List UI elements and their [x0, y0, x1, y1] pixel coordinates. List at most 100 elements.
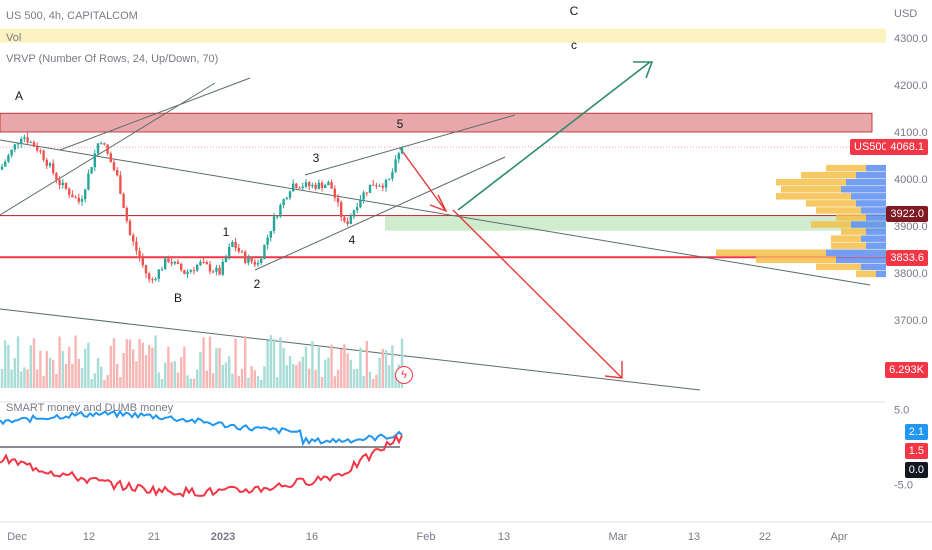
time-tick: 22 [759, 531, 771, 543]
candle-body [20, 138, 23, 144]
candle-body [292, 183, 295, 192]
lightning-icon[interactable]: ϟ [395, 366, 413, 384]
volume-bar [84, 348, 87, 388]
vrvp-down-row [866, 214, 886, 221]
wave-label: C [570, 4, 579, 18]
volume-bar [205, 370, 208, 388]
candle-body [23, 137, 26, 139]
volume-bar [260, 379, 263, 388]
candle-body [330, 181, 333, 189]
vrvp-down-row [856, 171, 886, 179]
volume-bar [10, 369, 13, 388]
candle-body [45, 159, 48, 166]
symbol-price-tag: US500 [850, 139, 892, 155]
vrvp-up-row [831, 242, 866, 249]
lower-down-channel [0, 308, 701, 391]
volume-bar [324, 359, 327, 388]
candle-body [394, 159, 397, 172]
candle-body [256, 262, 260, 265]
candle-body [100, 143, 103, 145]
volume-bar [109, 345, 112, 388]
volume-bar [90, 379, 93, 388]
volume-bar [106, 375, 109, 388]
candle-body [285, 197, 288, 200]
candle-body [192, 270, 196, 272]
candle-body [388, 178, 391, 180]
vrvp-up-row [776, 179, 846, 186]
vrvp-down-row [851, 221, 886, 228]
candle-body [87, 173, 90, 190]
volume-bar [45, 350, 48, 388]
candle-body [378, 185, 381, 187]
vrvp-up-row [806, 200, 856, 207]
wave-label: 2 [254, 277, 261, 291]
volume-bar [32, 338, 36, 388]
candle-body [301, 186, 304, 188]
volume-bar [256, 375, 260, 388]
vrvp-up-row [856, 270, 876, 278]
volume-bar [244, 336, 247, 388]
candle-body [391, 171, 394, 179]
volume-bar [16, 336, 20, 388]
candle-body [61, 182, 64, 185]
candle-body [228, 246, 231, 258]
vrvp-down-row [866, 164, 886, 172]
time-tick: 2023 [211, 531, 235, 543]
candle-body [90, 167, 93, 174]
indicator-tick: 5.0 [894, 405, 909, 417]
volume-bar [298, 361, 301, 388]
volume-bar [381, 348, 384, 388]
resistance-zone [0, 112, 873, 133]
candle-body [199, 261, 202, 266]
vrvp-legend[interactable]: VRVP (Number Of Rows, 24, Up/Down, 70) [6, 53, 219, 65]
volume-bar [64, 363, 68, 388]
volume-bar [0, 369, 4, 388]
volume-bar [295, 365, 298, 388]
volume-bar [192, 378, 196, 388]
volume-bar [135, 361, 138, 388]
candle-body [74, 197, 77, 199]
volume-bar [314, 369, 317, 388]
volume-bar [349, 359, 352, 388]
volume-bar [132, 349, 135, 388]
candle-body [135, 241, 138, 251]
candle-body [144, 265, 148, 274]
volume-bar [180, 357, 183, 388]
volume-bar [58, 336, 61, 388]
volume-bar [263, 366, 266, 388]
volume-bar [391, 345, 394, 388]
candle-body [288, 191, 292, 198]
candle-body [96, 143, 100, 154]
candle-body [317, 182, 320, 189]
wave-label: c [571, 38, 577, 52]
indicator-legend[interactable]: SMART money and DUMB money [6, 402, 174, 414]
volume-bar [375, 374, 378, 388]
volume-bar [48, 357, 52, 388]
candle-body [109, 153, 112, 163]
volume-bar [74, 335, 77, 388]
time-tick: 16 [306, 531, 318, 543]
volume-bar [288, 356, 292, 388]
vol-legend[interactable]: Vol [6, 32, 22, 44]
symbol-legend[interactable]: US 500, 4h, CAPITALCOM [6, 10, 138, 22]
volume-bar [96, 358, 100, 388]
candle-body [234, 242, 237, 249]
volume-bar [116, 363, 119, 388]
volume-bar [215, 348, 218, 388]
candle-body [343, 216, 346, 222]
volume-bar [237, 376, 240, 388]
volume-bar [13, 358, 16, 388]
volume-bar [282, 348, 285, 388]
candle-body [362, 192, 365, 200]
price-tick: 4300.0 [894, 33, 928, 45]
volume-bar [71, 363, 74, 388]
volume-bar [144, 355, 148, 388]
red-arrow-head-2 [604, 361, 623, 379]
volume-bar [228, 356, 231, 388]
candle-body [141, 257, 144, 266]
volume-bar [388, 365, 391, 388]
red-arrow-line-1 [399, 147, 446, 211]
candle-body [173, 261, 176, 264]
candle-body [311, 184, 314, 187]
